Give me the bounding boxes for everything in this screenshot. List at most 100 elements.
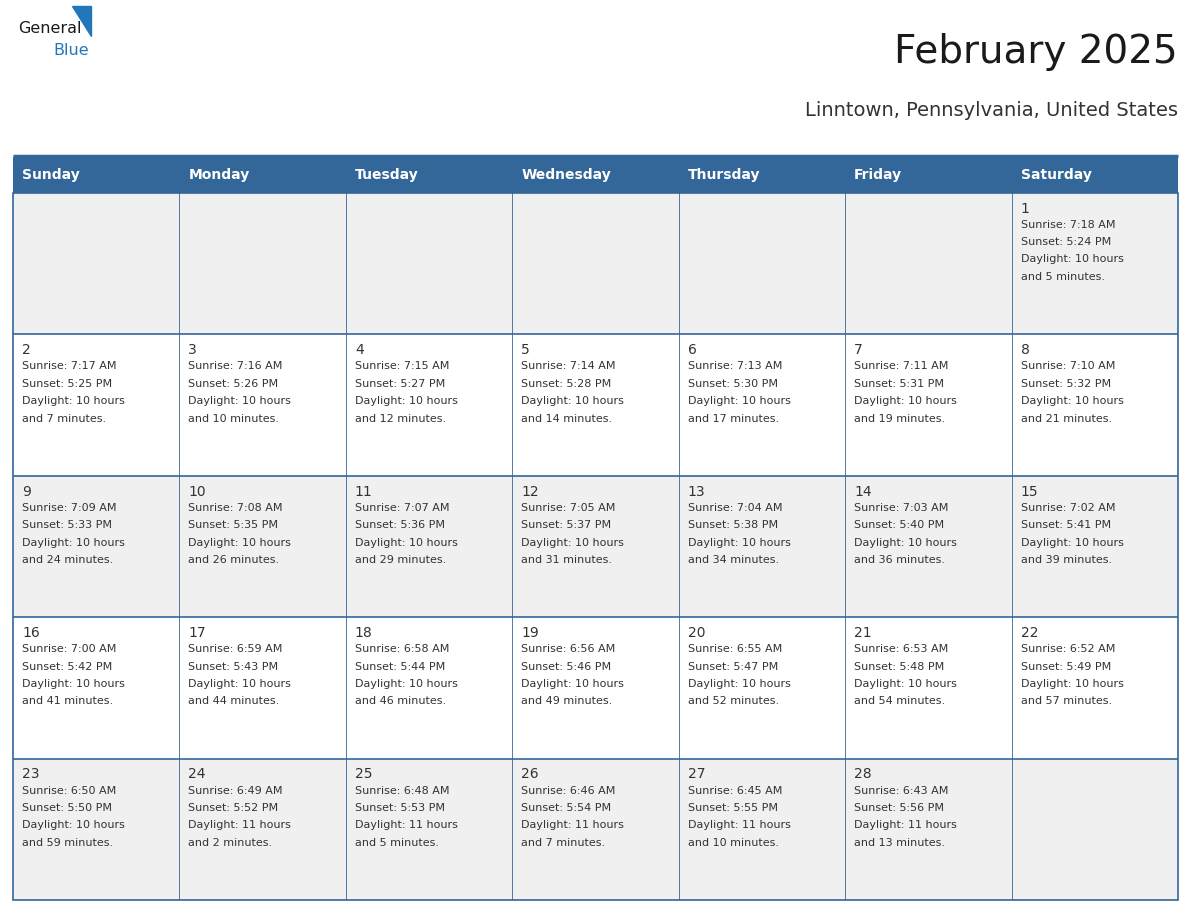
Text: 22: 22 xyxy=(1020,626,1038,640)
Text: Daylight: 10 hours: Daylight: 10 hours xyxy=(854,679,958,689)
Text: Sunset: 5:50 PM: Sunset: 5:50 PM xyxy=(23,803,112,813)
Bar xyxy=(1011,476,1178,617)
Text: February 2025: February 2025 xyxy=(895,33,1178,71)
Text: Daylight: 10 hours: Daylight: 10 hours xyxy=(189,679,291,689)
Text: Monday: Monday xyxy=(189,168,249,182)
Text: 1: 1 xyxy=(1020,201,1030,216)
Text: Daylight: 11 hours: Daylight: 11 hours xyxy=(355,821,457,831)
Bar xyxy=(845,617,1011,758)
Text: and 19 minutes.: and 19 minutes. xyxy=(854,413,946,423)
Text: Sunset: 5:48 PM: Sunset: 5:48 PM xyxy=(854,662,944,671)
Text: and 7 minutes.: and 7 minutes. xyxy=(23,413,106,423)
Bar xyxy=(678,157,845,193)
Text: 8: 8 xyxy=(1020,343,1030,357)
Text: Daylight: 10 hours: Daylight: 10 hours xyxy=(355,538,457,547)
Text: Sunset: 5:24 PM: Sunset: 5:24 PM xyxy=(1020,237,1111,247)
Text: and 54 minutes.: and 54 minutes. xyxy=(854,697,946,707)
Bar xyxy=(179,758,346,900)
Text: Daylight: 10 hours: Daylight: 10 hours xyxy=(23,821,125,831)
Text: and 41 minutes.: and 41 minutes. xyxy=(23,697,113,707)
Bar xyxy=(13,476,179,617)
Text: Saturday: Saturday xyxy=(1020,168,1092,182)
Text: 14: 14 xyxy=(854,485,872,498)
Text: 6: 6 xyxy=(688,343,696,357)
Text: Sunrise: 7:03 AM: Sunrise: 7:03 AM xyxy=(854,502,948,512)
Polygon shape xyxy=(72,6,91,36)
Text: Sunrise: 6:56 AM: Sunrise: 6:56 AM xyxy=(522,644,615,654)
Text: Sunrise: 7:00 AM: Sunrise: 7:00 AM xyxy=(23,644,116,654)
Bar xyxy=(678,758,845,900)
Bar xyxy=(678,193,845,334)
Bar xyxy=(179,334,346,476)
Text: Sunrise: 7:14 AM: Sunrise: 7:14 AM xyxy=(522,361,615,371)
Text: Daylight: 10 hours: Daylight: 10 hours xyxy=(1020,679,1124,689)
Text: 4: 4 xyxy=(355,343,364,357)
Text: Sunset: 5:52 PM: Sunset: 5:52 PM xyxy=(189,803,278,813)
Text: Sunset: 5:35 PM: Sunset: 5:35 PM xyxy=(189,520,278,530)
Text: Sunset: 5:41 PM: Sunset: 5:41 PM xyxy=(1020,520,1111,530)
Text: 27: 27 xyxy=(688,767,706,781)
Text: and 36 minutes.: and 36 minutes. xyxy=(854,555,946,565)
Text: Sunday: Sunday xyxy=(23,168,80,182)
Text: Sunset: 5:43 PM: Sunset: 5:43 PM xyxy=(189,662,278,671)
Text: Sunrise: 7:18 AM: Sunrise: 7:18 AM xyxy=(1020,219,1116,230)
Text: and 29 minutes.: and 29 minutes. xyxy=(355,555,447,565)
Bar xyxy=(512,758,678,900)
Bar xyxy=(512,334,678,476)
Text: Sunset: 5:25 PM: Sunset: 5:25 PM xyxy=(23,378,112,388)
Text: Daylight: 10 hours: Daylight: 10 hours xyxy=(688,396,790,406)
Text: and 49 minutes.: and 49 minutes. xyxy=(522,697,613,707)
Bar xyxy=(13,193,1178,900)
Text: 11: 11 xyxy=(355,485,373,498)
Bar xyxy=(1011,617,1178,758)
Text: and 5 minutes.: and 5 minutes. xyxy=(1020,272,1105,282)
Bar xyxy=(512,476,678,617)
Text: Daylight: 10 hours: Daylight: 10 hours xyxy=(1020,538,1124,547)
Text: Sunrise: 6:53 AM: Sunrise: 6:53 AM xyxy=(854,644,948,654)
Bar xyxy=(13,334,179,476)
Text: Sunrise: 6:43 AM: Sunrise: 6:43 AM xyxy=(854,786,948,796)
Text: Linntown, Pennsylvania, United States: Linntown, Pennsylvania, United States xyxy=(805,100,1178,119)
Bar xyxy=(678,617,845,758)
Bar xyxy=(512,193,678,334)
Bar xyxy=(845,334,1011,476)
Text: Sunrise: 6:49 AM: Sunrise: 6:49 AM xyxy=(189,786,283,796)
Bar xyxy=(179,476,346,617)
Text: Sunset: 5:56 PM: Sunset: 5:56 PM xyxy=(854,803,944,813)
Bar xyxy=(845,157,1011,193)
Text: Sunset: 5:49 PM: Sunset: 5:49 PM xyxy=(1020,662,1111,671)
Bar xyxy=(346,334,512,476)
Text: Daylight: 11 hours: Daylight: 11 hours xyxy=(189,821,291,831)
Text: Sunset: 5:26 PM: Sunset: 5:26 PM xyxy=(189,378,278,388)
Text: 15: 15 xyxy=(1020,485,1038,498)
Text: Sunrise: 7:11 AM: Sunrise: 7:11 AM xyxy=(854,361,948,371)
Text: Sunrise: 6:45 AM: Sunrise: 6:45 AM xyxy=(688,786,782,796)
Text: Sunset: 5:44 PM: Sunset: 5:44 PM xyxy=(355,662,446,671)
Text: 17: 17 xyxy=(189,626,206,640)
Text: Daylight: 10 hours: Daylight: 10 hours xyxy=(189,396,291,406)
Text: General: General xyxy=(18,21,82,36)
Text: Sunset: 5:46 PM: Sunset: 5:46 PM xyxy=(522,662,612,671)
Text: 10: 10 xyxy=(189,485,206,498)
Text: 18: 18 xyxy=(355,626,373,640)
Text: Sunset: 5:42 PM: Sunset: 5:42 PM xyxy=(23,662,112,671)
Bar xyxy=(179,157,346,193)
Text: 24: 24 xyxy=(189,767,206,781)
Text: Sunset: 5:30 PM: Sunset: 5:30 PM xyxy=(688,378,778,388)
Text: Sunset: 5:54 PM: Sunset: 5:54 PM xyxy=(522,803,612,813)
Text: Daylight: 10 hours: Daylight: 10 hours xyxy=(23,396,125,406)
Text: Sunrise: 7:05 AM: Sunrise: 7:05 AM xyxy=(522,502,615,512)
Text: Wednesday: Wednesday xyxy=(522,168,611,182)
Text: and 52 minutes.: and 52 minutes. xyxy=(688,697,779,707)
Text: 28: 28 xyxy=(854,767,872,781)
Text: and 57 minutes.: and 57 minutes. xyxy=(1020,697,1112,707)
Bar xyxy=(346,193,512,334)
Bar xyxy=(346,758,512,900)
Text: Daylight: 10 hours: Daylight: 10 hours xyxy=(522,396,624,406)
Text: Sunset: 5:55 PM: Sunset: 5:55 PM xyxy=(688,803,778,813)
Text: Sunrise: 7:09 AM: Sunrise: 7:09 AM xyxy=(23,502,116,512)
Text: Sunset: 5:27 PM: Sunset: 5:27 PM xyxy=(355,378,446,388)
Text: and 13 minutes.: and 13 minutes. xyxy=(854,838,946,848)
Bar xyxy=(845,758,1011,900)
Text: Daylight: 11 hours: Daylight: 11 hours xyxy=(688,821,790,831)
